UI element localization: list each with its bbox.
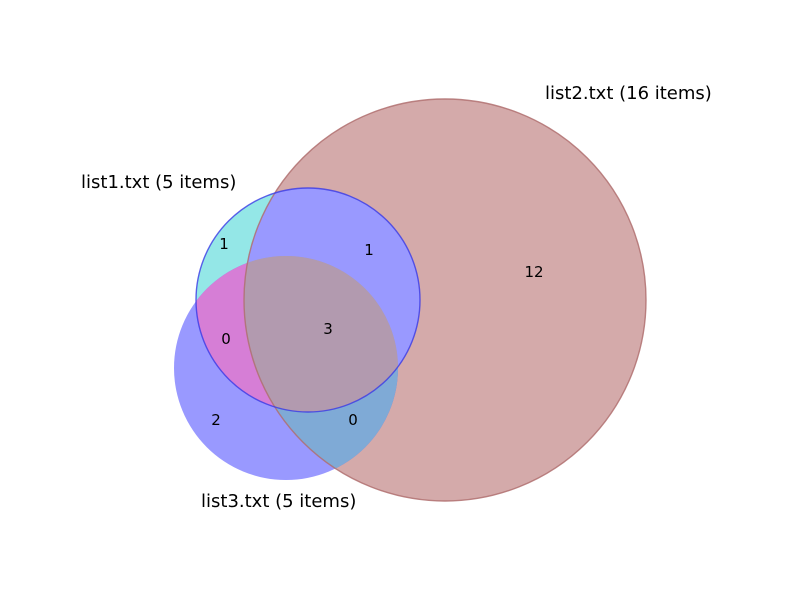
list2-label: list2.txt (16 items) — [545, 83, 712, 104]
region-only-list2-count: 12 — [524, 263, 543, 281]
region-list2-list3-count: 0 — [348, 411, 358, 429]
region-only-list1-count: 1 — [219, 235, 229, 253]
list2-outline — [243, 98, 647, 502]
list1-label: list1.txt (5 items) — [81, 172, 236, 193]
list1-outline — [195, 187, 421, 413]
list3-label: list3.txt (5 items) — [201, 491, 356, 512]
region-only-list3-count: 2 — [211, 411, 221, 429]
region-list1-list2-count: 1 — [364, 241, 374, 259]
region-all-three-count: 3 — [323, 320, 333, 338]
region-list1-list3-count: 0 — [221, 330, 231, 348]
